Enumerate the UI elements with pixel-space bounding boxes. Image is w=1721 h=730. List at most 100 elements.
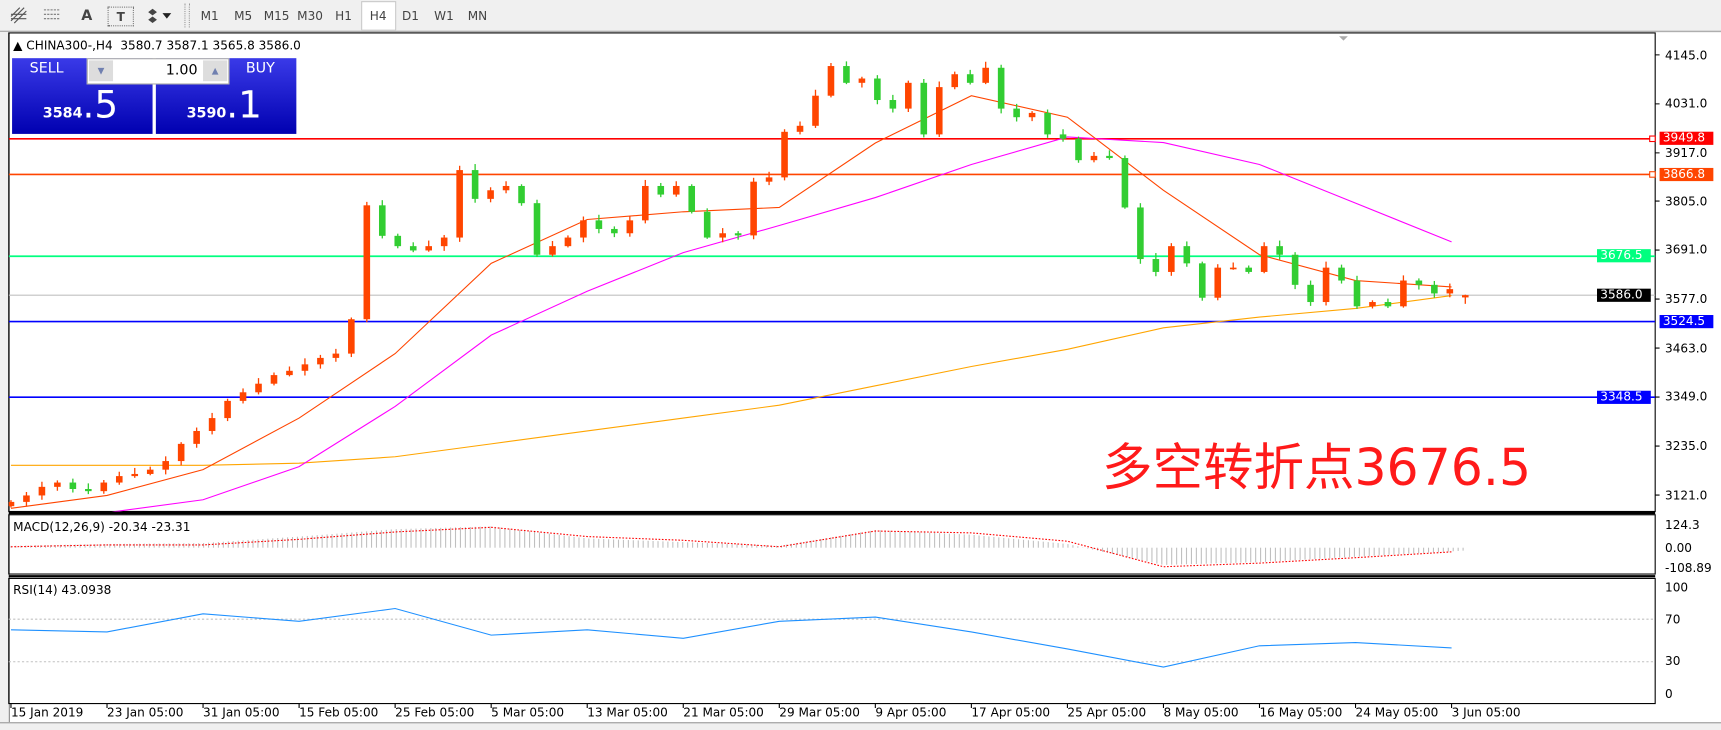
chart-area[interactable] — [8, 32, 1721, 723]
price-tick-label: 3349.0 — [1665, 389, 1708, 405]
candle-body — [1214, 267, 1222, 298]
candle-body — [1121, 158, 1129, 208]
main-plot-frame — [8, 32, 1656, 513]
price-line-tag: 3586.0 — [1597, 288, 1651, 302]
date-tick-label: 25 Apr 05:00 — [1067, 705, 1147, 721]
candle-body — [812, 95, 819, 126]
chart-header: ▲ CHINA300-,H4 3580.7 3587.1 3565.8 3586… — [13, 38, 301, 52]
candle-body — [1446, 289, 1454, 294]
candle-body — [1245, 267, 1252, 272]
sell-label: SELL — [29, 60, 64, 77]
toolbar: A T M1 M5 M15 M30 H1 H4 D1 W1 MN — [0, 0, 1721, 32]
sell-price: 3584.5 — [42, 83, 119, 128]
toolbar-grip[interactable] — [184, 3, 190, 28]
candle-body — [1152, 259, 1160, 272]
main-series-group — [8, 61, 1656, 512]
candle-body — [1462, 295, 1469, 298]
date-tick-label: 8 May 05:00 — [1163, 705, 1239, 721]
candle-body — [549, 246, 556, 255]
fibonacci-fan-icon[interactable] — [40, 3, 64, 27]
candle-body — [827, 66, 835, 96]
timeframe-m15[interactable]: M15 — [263, 8, 290, 23]
ma-slow-line — [10, 295, 1452, 466]
candle-body — [595, 220, 603, 229]
price-tick-label: 4031.0 — [1665, 96, 1708, 112]
lot-decrease-button[interactable]: ▼ — [88, 60, 114, 82]
candle-body — [85, 489, 92, 492]
candle-body — [1415, 280, 1423, 285]
candle-body — [935, 87, 943, 135]
candle-body — [1075, 138, 1082, 161]
price-tick-label: 3805.0 — [1665, 193, 1708, 209]
candle-body — [843, 66, 850, 83]
timeframe-mn[interactable]: MN — [467, 8, 488, 23]
date-tick-label: 24 May 05:00 — [1355, 705, 1439, 721]
candle-body — [208, 418, 216, 431]
buy-label: BUY — [245, 60, 275, 77]
date-tick-label: 5 Mar 05:00 — [491, 705, 565, 721]
candle-body — [23, 495, 30, 502]
rsi-tick-label: 0 — [1665, 686, 1673, 701]
candle-body — [332, 353, 340, 358]
candle-body — [626, 220, 634, 234]
candle-body — [781, 131, 788, 178]
candle-body — [1229, 267, 1237, 270]
macd-signal-line — [10, 526, 1452, 568]
lot-size-value[interactable]: 1.00 — [165, 62, 198, 80]
lot-size-field[interactable]: ▼ 1.00 ▲ — [86, 58, 230, 85]
rsi-plot-frame — [8, 577, 1656, 705]
candle-body — [657, 185, 665, 195]
candle-body — [487, 190, 494, 199]
candle-body — [471, 170, 479, 199]
timeframe-d1[interactable]: D1 — [402, 8, 419, 23]
text-label-icon[interactable]: T — [107, 6, 134, 27]
macd-tick-label: 0.00 — [1665, 540, 1692, 555]
candle-body — [982, 67, 989, 83]
candle-body — [765, 177, 773, 182]
candle-body — [966, 74, 974, 83]
candle-body — [951, 74, 959, 88]
annotation-text: 多空转折点3676.5 — [1101, 437, 1532, 498]
timeframe-m5[interactable]: M5 — [234, 8, 253, 23]
lot-increase-button[interactable]: ▲ — [203, 60, 228, 82]
candle-body — [533, 203, 541, 255]
candle-body — [1028, 112, 1036, 118]
candle-body — [394, 235, 402, 247]
chart-tabs-bar[interactable] — [0, 722, 1721, 730]
price-tick-label: 3691.0 — [1665, 242, 1708, 258]
candle-body — [703, 211, 711, 238]
candle-body — [642, 185, 649, 221]
price-tick-label: 3577.0 — [1665, 291, 1708, 307]
candle-body — [688, 185, 696, 212]
arrows-dropdown-icon[interactable] — [143, 3, 176, 27]
candle-body — [920, 82, 928, 135]
timeframe-m1[interactable]: M1 — [200, 8, 219, 23]
fibonacci-expansion-icon[interactable] — [7, 3, 31, 27]
timeframe-h4[interactable]: H4 — [360, 1, 396, 31]
timeframe-w1[interactable]: W1 — [434, 8, 454, 23]
price-tick-label: 3463.0 — [1665, 340, 1708, 356]
candle-body — [1260, 246, 1268, 272]
collapse-arrow-icon[interactable]: ▲ — [13, 38, 23, 53]
ma-fast-line — [10, 95, 1452, 509]
candle-body — [719, 233, 726, 238]
text-icon[interactable]: A — [81, 7, 93, 24]
candle-body — [1044, 112, 1051, 135]
shift-marker-icon — [1339, 36, 1348, 41]
date-tick-label: 31 Jan 05:00 — [203, 705, 280, 721]
timeframe-h1[interactable]: H1 — [335, 8, 352, 23]
candle-body — [409, 246, 417, 251]
candle-body — [348, 319, 355, 354]
price-tick-label: 4145.0 — [1665, 47, 1708, 63]
candle-body — [1384, 302, 1392, 307]
candle-body — [38, 486, 46, 496]
timeframe-m30[interactable]: M30 — [297, 8, 323, 23]
date-tick-label: 9 Apr 05:00 — [875, 705, 947, 721]
candle-body — [1291, 254, 1299, 285]
candle-body — [1369, 302, 1376, 307]
candle-body — [518, 185, 525, 204]
date-tick-label: 17 Apr 05:00 — [971, 705, 1051, 721]
candle-body — [874, 78, 881, 101]
candle-body — [363, 205, 371, 320]
